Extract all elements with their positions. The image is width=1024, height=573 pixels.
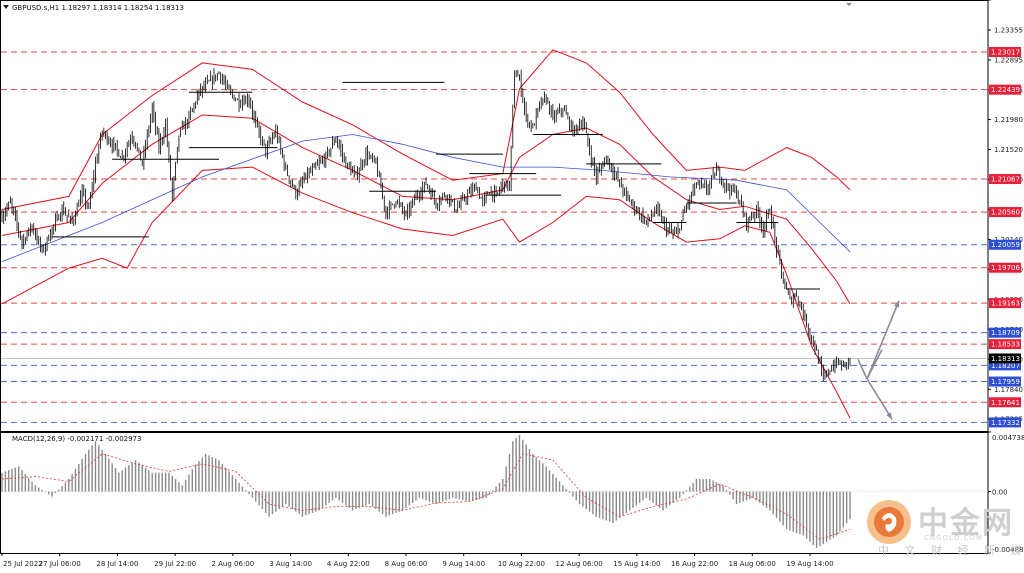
macd-label: MACD(12,26,9) -0.002171 -0.002973 [12, 435, 141, 443]
macd-panel-border [0, 432, 989, 554]
x-tick-label: 9 Aug 14:00 [442, 560, 485, 568]
price-level-tag [989, 262, 1021, 273]
logo-url: CNGOLD.COM [924, 534, 984, 542]
price-level-tag [989, 84, 1021, 95]
x-tick-label: 16 Aug 22:00 [671, 560, 718, 568]
x-tick-label: 29 Jul 22:00 [154, 560, 196, 568]
moving-average-line [1, 134, 851, 262]
current-price-tag [989, 353, 1021, 364]
x-tick-label: 10 Aug 22:00 [498, 560, 545, 568]
x-tick-label: 2 Aug 06:00 [211, 560, 254, 568]
macd-y-tick-label: 0.004738 [992, 434, 1024, 442]
x-tick-label: 8 Aug 06:00 [385, 560, 428, 568]
x-tick-label: 28 Jul 14:00 [96, 560, 138, 568]
x-tick-label: 19 Aug 14:00 [786, 560, 833, 568]
logo-subtitle: 中 文 财 经 新 媒 体 [878, 544, 1024, 557]
bollinger-upper-line [1, 49, 851, 210]
price-level-tag [989, 207, 1021, 218]
price-level-tag-text: 1.20560 [991, 209, 1020, 217]
chart-frame [0, 0, 989, 554]
price-level-tag-text: 1.17641 [991, 399, 1020, 407]
price-level-tag-text: 1.17332 [991, 419, 1020, 427]
price-panel-border [0, 0, 989, 432]
arrow-up [866, 300, 900, 380]
price-level-tag [989, 174, 1021, 185]
projection-arrows [857, 300, 900, 420]
price-level-labels: 1.23017 1.22439 1.21067 1.20560 1.20059 1.197… [989, 46, 1021, 428]
logo-emblem-icon [867, 500, 911, 544]
macd-panel: 0.004738 0.00 -0.004889 [1, 431, 1024, 554]
price-level-tag-text: 1.18207 [991, 362, 1020, 370]
macd-signal-line [1, 453, 851, 540]
x-tick-label: 12 Aug 06:00 [556, 560, 603, 568]
price-level-tag-text: 1.20059 [991, 241, 1020, 249]
price-level-tag-text: 1.18709 [991, 329, 1020, 337]
price-level-tag-text: 1.19163 [991, 300, 1020, 308]
price-levels [1, 51, 988, 423]
y-tick-label: 1.21980 [994, 116, 1023, 124]
price-level-tag [989, 376, 1021, 387]
price-level-tag [989, 327, 1021, 338]
indicators [1, 49, 851, 419]
x-tick-label: 25 Jul 2022 [3, 560, 43, 568]
price-level-tag [989, 239, 1021, 250]
bollinger-lower-line [1, 166, 851, 419]
arrow-down-head [886, 412, 892, 420]
price-level-tag-text: 1.18533 [991, 341, 1020, 349]
arrow-stem [857, 358, 868, 380]
price-level-tag [989, 417, 1021, 428]
y-tick-label: 1.17840 [994, 386, 1023, 394]
arrow-up-head [894, 300, 900, 308]
y-tick-label: 1.21520 [994, 146, 1023, 154]
x-tick-label: 27 Jul 06:00 [39, 560, 81, 568]
price-level-tag [989, 46, 1021, 57]
watermark-logo: 中金网 CNGOLD.COM 中 文 财 经 新 媒 体 [862, 496, 1024, 560]
y-tick-label: 1.22895 [994, 56, 1023, 64]
x-tick-label: 3 Aug 14:00 [269, 560, 312, 568]
price-level-tag [989, 339, 1021, 350]
price-level-tag-text: 1.21067 [991, 176, 1020, 184]
logo-text: 中金网 [918, 506, 1014, 541]
macd-y-tick-label: -0.004889 [992, 546, 1024, 554]
header-dropdown-icon[interactable] [3, 5, 9, 9]
x-tick-label: 15 Aug 14:00 [613, 560, 660, 568]
price-level-tag [989, 298, 1021, 309]
horizontal-segments [52, 81, 820, 290]
candles [1, 67, 851, 382]
price-level-tag [989, 397, 1021, 408]
price-level-tag-text: 1.17959 [991, 378, 1020, 386]
price-level-tag-text: 1.23017 [991, 48, 1020, 56]
scroll-marker-icon[interactable] [846, 3, 852, 6]
current-price-text: 1.18313 [991, 355, 1020, 363]
y-tick-label: 1.23355 [994, 26, 1023, 34]
symbol-header: GBPUSD.s,H1 1.18297 1.18314 1.18254 1.18… [12, 4, 184, 12]
macd-y-tick-label: 0.00 [992, 489, 1008, 497]
x-tick-label: 18 Aug 06:00 [729, 560, 776, 568]
price-level-tag [989, 360, 1021, 371]
arrow-down [866, 378, 893, 420]
price-level-tag-text: 1.19706 [991, 264, 1020, 272]
x-tick-label: 4 Aug 22:00 [327, 560, 370, 568]
price-level-tag-text: 1.22439 [991, 86, 1020, 94]
